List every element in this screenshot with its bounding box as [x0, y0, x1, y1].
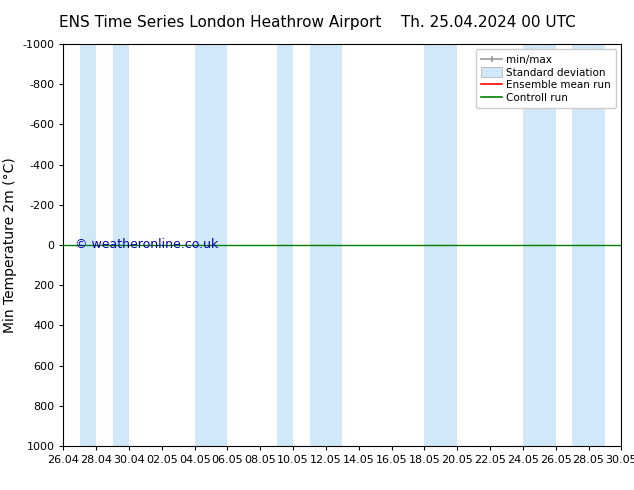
Legend: min/max, Standard deviation, Ensemble mean run, Controll run: min/max, Standard deviation, Ensemble me…: [476, 49, 616, 108]
Bar: [540, 44, 555, 446]
Text: ENS Time Series London Heathrow Airport    Th. 25.04.2024 00 UTC: ENS Time Series London Heathrow Airport …: [58, 15, 576, 30]
Text: © weatheronline.co.uk: © weatheronline.co.uk: [75, 238, 218, 251]
Bar: [441, 44, 457, 446]
Bar: [276, 44, 293, 446]
Bar: [113, 44, 129, 446]
Bar: [572, 44, 588, 446]
Bar: [80, 44, 96, 446]
Bar: [523, 44, 540, 446]
Bar: [309, 44, 326, 446]
Bar: [195, 44, 211, 446]
Bar: [326, 44, 342, 446]
Bar: [424, 44, 441, 446]
Y-axis label: Min Temperature 2m (°C): Min Temperature 2m (°C): [3, 157, 17, 333]
Bar: [588, 44, 605, 446]
Bar: [211, 44, 228, 446]
